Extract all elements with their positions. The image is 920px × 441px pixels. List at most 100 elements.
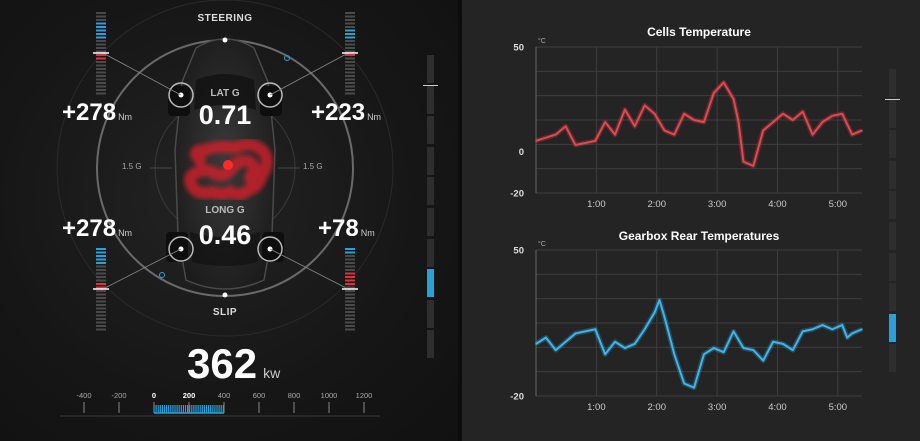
x-tick-label: 4:00 [768, 402, 787, 413]
data-point [846, 336, 848, 339]
data-point [703, 121, 705, 123]
torque-front-right-value: +223 [311, 99, 366, 126]
slider-segment [427, 146, 434, 175]
data-point [831, 115, 834, 117]
outer-ring [56, 0, 394, 337]
data-point [782, 112, 784, 115]
data-point [792, 349, 794, 351]
power-tick-label: 600 [253, 391, 266, 400]
slider-segment [427, 116, 434, 145]
slider-segment [427, 85, 434, 114]
vehicle-dynamics-panel: -400 -200 0 200 400 600 800 1000 1200 STEERING S… [0, 0, 458, 441]
g-force-trail [184, 138, 273, 201]
slider-segment [427, 207, 434, 236]
slider-segment [889, 191, 896, 220]
x-tick-label: 1:00 [587, 402, 606, 413]
power-tick-label: 200 [183, 391, 196, 400]
slider-segment [889, 344, 896, 373]
data-point [673, 133, 676, 136]
x-tick-label: 5:00 [829, 402, 848, 413]
x-tick-label: 3:00 [708, 199, 727, 210]
x-tick-label: 2:00 [647, 402, 666, 413]
data-point [713, 92, 715, 94]
gearbox-temperature-chart: Gearbox Rear Temperatures °C 50 -20 1:00 2:00… [510, 229, 863, 413]
chart-title: Gearbox Rear Temperatures [619, 229, 780, 243]
power-readout: 362 kw [187, 340, 280, 388]
temperature-charts: Cells Temperature °C 50 0 -20 1:00 2:00 3:00 4:0… [510, 25, 863, 413]
torque-front-left-value: +278 [62, 99, 117, 126]
data-point [772, 340, 774, 343]
data-point [594, 140, 597, 142]
slip-label: SLIP [212, 307, 238, 318]
panel-divider [458, 0, 462, 441]
data-point [643, 104, 646, 107]
slider-segment [427, 177, 434, 206]
slider-segment [427, 238, 434, 267]
data-point [792, 119, 794, 121]
y-tick-label: -20 [510, 189, 524, 200]
data-point [693, 386, 695, 389]
lat-g-label: LAT G [210, 88, 240, 99]
data-point [821, 121, 824, 123]
data-point [574, 332, 577, 335]
torque-rear-right: +78 Nm [318, 215, 375, 243]
data-point [861, 328, 863, 331]
long-g-value: 0.46 [198, 220, 252, 250]
cells-temperature-chart: Cells Temperature °C 50 0 -20 1:00 2:00 3:00 4:0… [510, 25, 863, 210]
data-point [663, 129, 666, 132]
slider-segment [889, 99, 896, 128]
data-point [732, 330, 735, 333]
chart-title: Cells Temperature [647, 25, 751, 39]
data-point [722, 81, 725, 84]
data-point [841, 112, 844, 115]
slider-segment [889, 221, 896, 250]
slider-segment [889, 252, 896, 281]
torque-bar-rear-left [93, 248, 109, 331]
data-point [663, 315, 666, 318]
left-vertical-slider[interactable] [423, 55, 438, 361]
data-point [732, 98, 735, 100]
power-tick-label: 1200 [356, 391, 373, 400]
slider-segment [889, 160, 896, 189]
power-tick-label: -200 [111, 391, 126, 400]
data-point [752, 165, 755, 167]
data-point [722, 351, 725, 354]
data-point [831, 328, 834, 331]
data-point [624, 347, 626, 349]
temperature-charts-panel: Cells Temperature °C 50 0 -20 1:00 2:00 3:00 4:0… [462, 0, 920, 441]
data-point [554, 133, 557, 136]
data-point [658, 299, 661, 301]
torque-front-left: +278 Nm [62, 99, 132, 127]
data-point [564, 340, 567, 343]
right-vertical-slider[interactable] [885, 69, 900, 375]
data-point [811, 133, 814, 136]
data-point [683, 382, 685, 385]
slider-segment [889, 130, 896, 159]
data-point [851, 332, 853, 335]
power-tick-label: 0 [152, 391, 156, 400]
g-ring-left-label: 1.5 G [122, 162, 142, 171]
data-point [762, 129, 765, 132]
torque-bar-front-left [93, 12, 109, 95]
long-g-label: LONG G [205, 205, 245, 216]
slider-handle[interactable] [423, 85, 438, 86]
data-point [604, 353, 606, 356]
torque-rear-right-unit: Nm [360, 228, 375, 238]
data-point [752, 349, 755, 351]
data-point [742, 160, 745, 163]
data-point [535, 343, 537, 345]
steering-label: STEERING [197, 13, 253, 24]
data-point [594, 328, 597, 331]
data-point [742, 347, 745, 349]
data-point [762, 359, 765, 362]
data-point [633, 343, 636, 345]
slider-handle[interactable] [885, 99, 900, 100]
data-point [564, 125, 567, 128]
y-tick-label: 50 [513, 43, 524, 54]
torque-rear-right-value: +78 [318, 215, 359, 242]
power-tick-label: 800 [288, 391, 301, 400]
x-tick-label: 4:00 [768, 199, 787, 210]
data-point [772, 121, 774, 123]
slider-segment [427, 55, 434, 83]
data-point [604, 121, 606, 123]
